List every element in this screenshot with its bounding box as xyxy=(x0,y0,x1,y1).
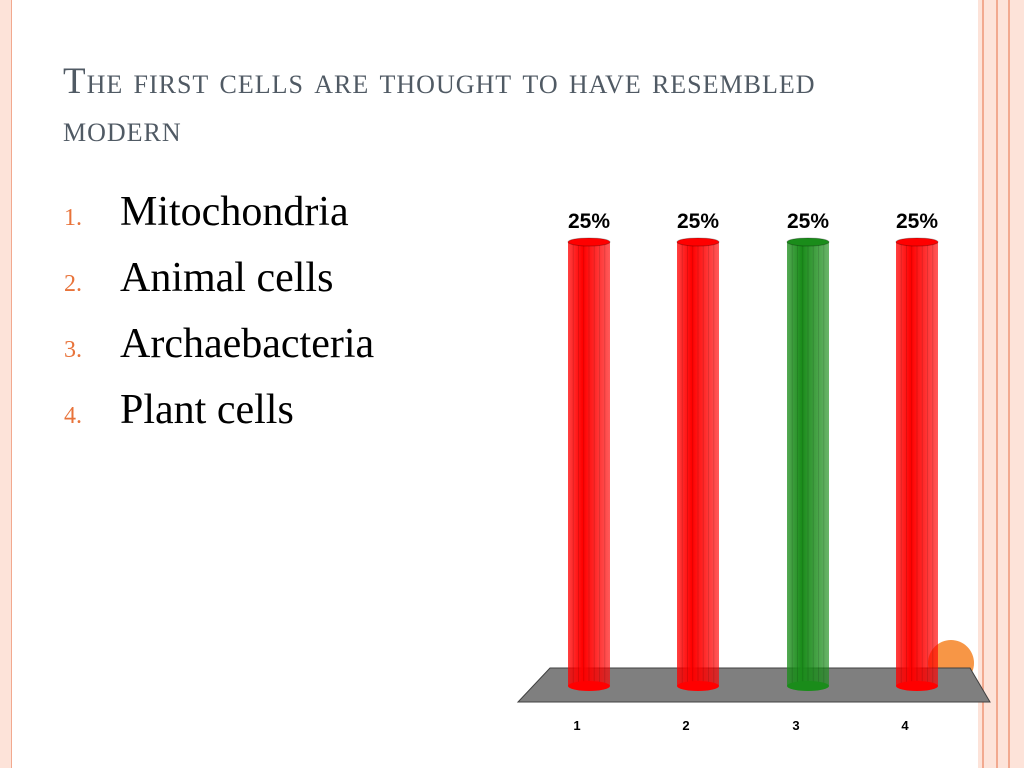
answer-text: Plant cells xyxy=(120,387,294,433)
answer-text: Archaebacteria xyxy=(120,321,375,367)
chart-floor xyxy=(516,667,991,703)
right-border-decoration xyxy=(978,0,1024,768)
bar-3 xyxy=(786,237,830,691)
tick-label-3: 3 xyxy=(792,718,799,733)
tick-label-1: 1 xyxy=(573,718,580,733)
bar-2 xyxy=(676,237,720,691)
bar-1 xyxy=(567,237,611,691)
answer-option-2: 2. Animal cells xyxy=(64,254,374,320)
answer-list: 1. Mitochondria 2. Animal cells 3. Archa… xyxy=(64,188,374,452)
data-label-1: 25% xyxy=(568,210,610,233)
answer-option-1: 1. Mitochondria xyxy=(64,188,374,254)
data-label-4: 25% xyxy=(896,210,938,233)
answer-option-4: 4. Plant cells xyxy=(64,386,374,452)
answer-number: 2. xyxy=(64,271,82,297)
answer-text: Mitochondria xyxy=(120,189,349,235)
answer-number: 1. xyxy=(64,205,82,231)
answer-option-3: 3. Archaebacteria xyxy=(64,320,374,386)
tick-label-2: 2 xyxy=(682,718,689,733)
bar-4 xyxy=(895,237,939,691)
tick-label-4: 4 xyxy=(901,718,909,733)
answer-number: 4. xyxy=(64,403,82,429)
left-border-decoration xyxy=(0,0,12,768)
data-label-2: 25% xyxy=(677,210,719,233)
response-bar-chart: 25% 1 25% 2 25% 3 25% 4 xyxy=(516,210,991,733)
answer-number: 3. xyxy=(64,337,82,363)
answer-text: Animal cells xyxy=(120,255,334,301)
slide-title: The first cells are thought to have rese… xyxy=(63,61,816,150)
data-label-3: 25% xyxy=(787,210,829,233)
